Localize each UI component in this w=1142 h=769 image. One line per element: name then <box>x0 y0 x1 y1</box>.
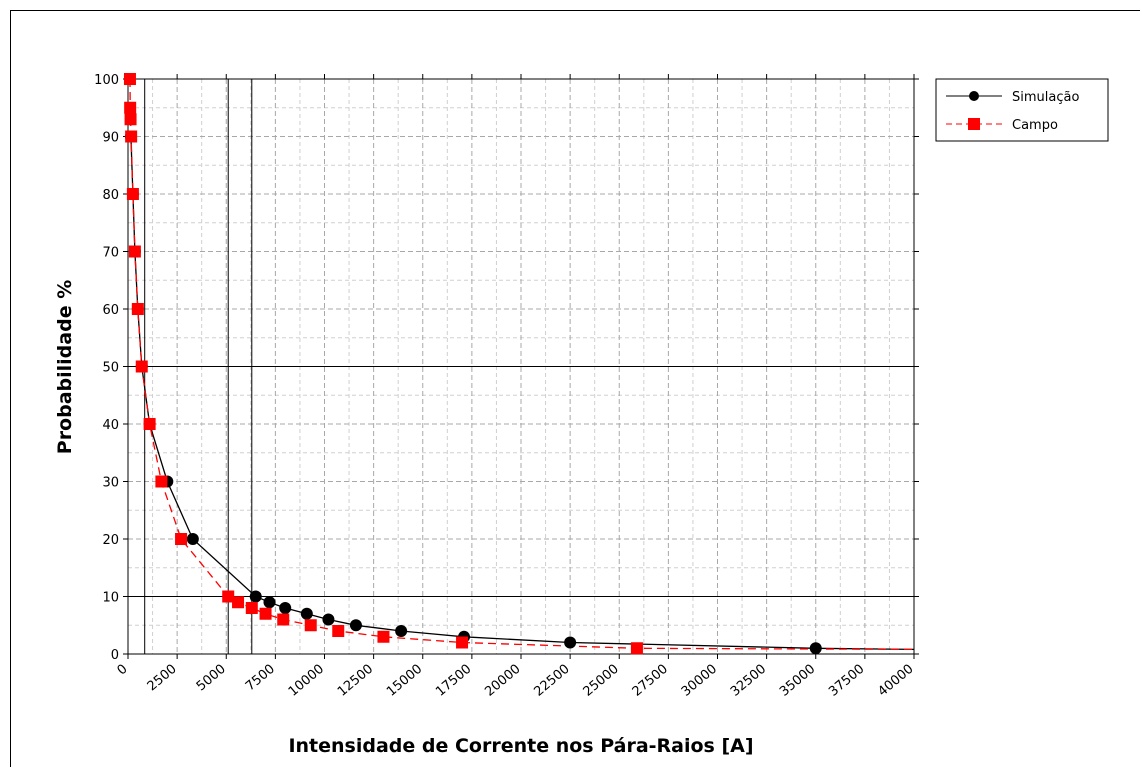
x-tick-label: 2500 <box>145 662 180 695</box>
y-tick-label: 80 <box>102 188 119 203</box>
data-point-campo <box>126 188 139 200</box>
data-point-campo <box>125 130 138 143</box>
x-tick-label: 40000 <box>875 662 916 700</box>
legend-marker-campo <box>968 118 980 130</box>
data-point-campo <box>456 636 469 649</box>
series-line-campo <box>129 78 915 651</box>
x-tick-label: 37500 <box>826 662 867 700</box>
x-tick-label: 7500 <box>243 662 278 695</box>
data-point-simulacao <box>279 602 292 614</box>
y-tick-label: 0 <box>111 648 119 663</box>
data-point-simulacao <box>809 642 822 655</box>
data-point-campo <box>277 613 290 626</box>
x-tick-label: 15000 <box>384 662 425 700</box>
y-tick-label: 30 <box>102 476 119 491</box>
x-tick-label: 25000 <box>580 662 621 700</box>
data-point-campo <box>332 625 345 637</box>
x-tick-label: 22500 <box>531 662 572 700</box>
data-point-simulacao <box>322 613 335 626</box>
data-point-campo <box>259 607 272 620</box>
data-point-simulacao <box>186 533 199 545</box>
y-tick-label: 20 <box>102 533 119 548</box>
data-point-campo <box>232 596 245 609</box>
y-tick-label: 100 <box>94 73 119 88</box>
data-point-campo <box>175 533 188 545</box>
legend-box <box>935 78 1109 142</box>
chart-frame <box>10 10 1140 767</box>
x-tick-label: 12500 <box>335 662 376 700</box>
data-point-campo <box>131 303 144 315</box>
data-point-simulacao <box>349 619 362 632</box>
data-point-campo <box>304 619 317 632</box>
series-markers <box>123 73 822 655</box>
y-tick-label: 50 <box>102 361 119 376</box>
x-tick-label: 20000 <box>482 662 523 700</box>
x-tick-label: 17500 <box>433 662 474 700</box>
data-point-campo <box>124 101 137 114</box>
x-tick-label: 35000 <box>777 662 818 700</box>
x-tick-label: 5000 <box>194 662 229 695</box>
y-tick-label: 60 <box>102 303 119 318</box>
x-tick-label: 30000 <box>679 662 720 700</box>
x-axis-tick-labels: 0 2500 5000 7500 10000 12500 15000 17500 20000 22… <box>115 662 917 700</box>
y-axis-tick-labels: 0 10 20 30 40 50 60 70 80 90 100 <box>94 73 119 663</box>
legend-label-campo: Campo <box>1012 118 1058 133</box>
y-tick-label: 70 <box>102 246 119 261</box>
data-point-campo <box>143 418 156 430</box>
data-point-simulacao <box>300 607 313 620</box>
y-tick-label: 90 <box>102 131 119 146</box>
data-point-simulacao <box>564 636 577 649</box>
x-tick-label: 32500 <box>728 662 769 700</box>
data-point-campo <box>377 630 390 643</box>
data-point-simulacao <box>395 625 408 637</box>
x-tick-label: 0 <box>115 662 131 679</box>
data-point-campo <box>124 113 137 126</box>
data-point-campo <box>135 360 148 373</box>
legend-marker-simulacao <box>969 91 979 101</box>
x-axis-title: Intensidade de Corrente nos Pára-Raios [… <box>288 735 753 757</box>
data-point-simulacao <box>263 596 276 609</box>
data-point-campo <box>630 642 643 655</box>
y-axis-title: Probabilidade % <box>54 280 76 454</box>
data-point-campo <box>123 73 136 85</box>
data-point-campo <box>128 245 141 258</box>
data-point-campo <box>222 590 235 603</box>
x-tick-label: 27500 <box>630 662 671 700</box>
y-tick-label: 10 <box>102 591 119 606</box>
data-point-campo <box>245 602 258 614</box>
data-point-simulacao <box>249 590 262 603</box>
y-tick-label: 40 <box>102 418 119 433</box>
legend-label-simulacao: Simulação <box>1012 90 1079 105</box>
legend: Simulação Campo <box>935 78 1109 142</box>
x-tick-label: 10000 <box>286 662 327 700</box>
data-point-campo <box>155 475 168 488</box>
